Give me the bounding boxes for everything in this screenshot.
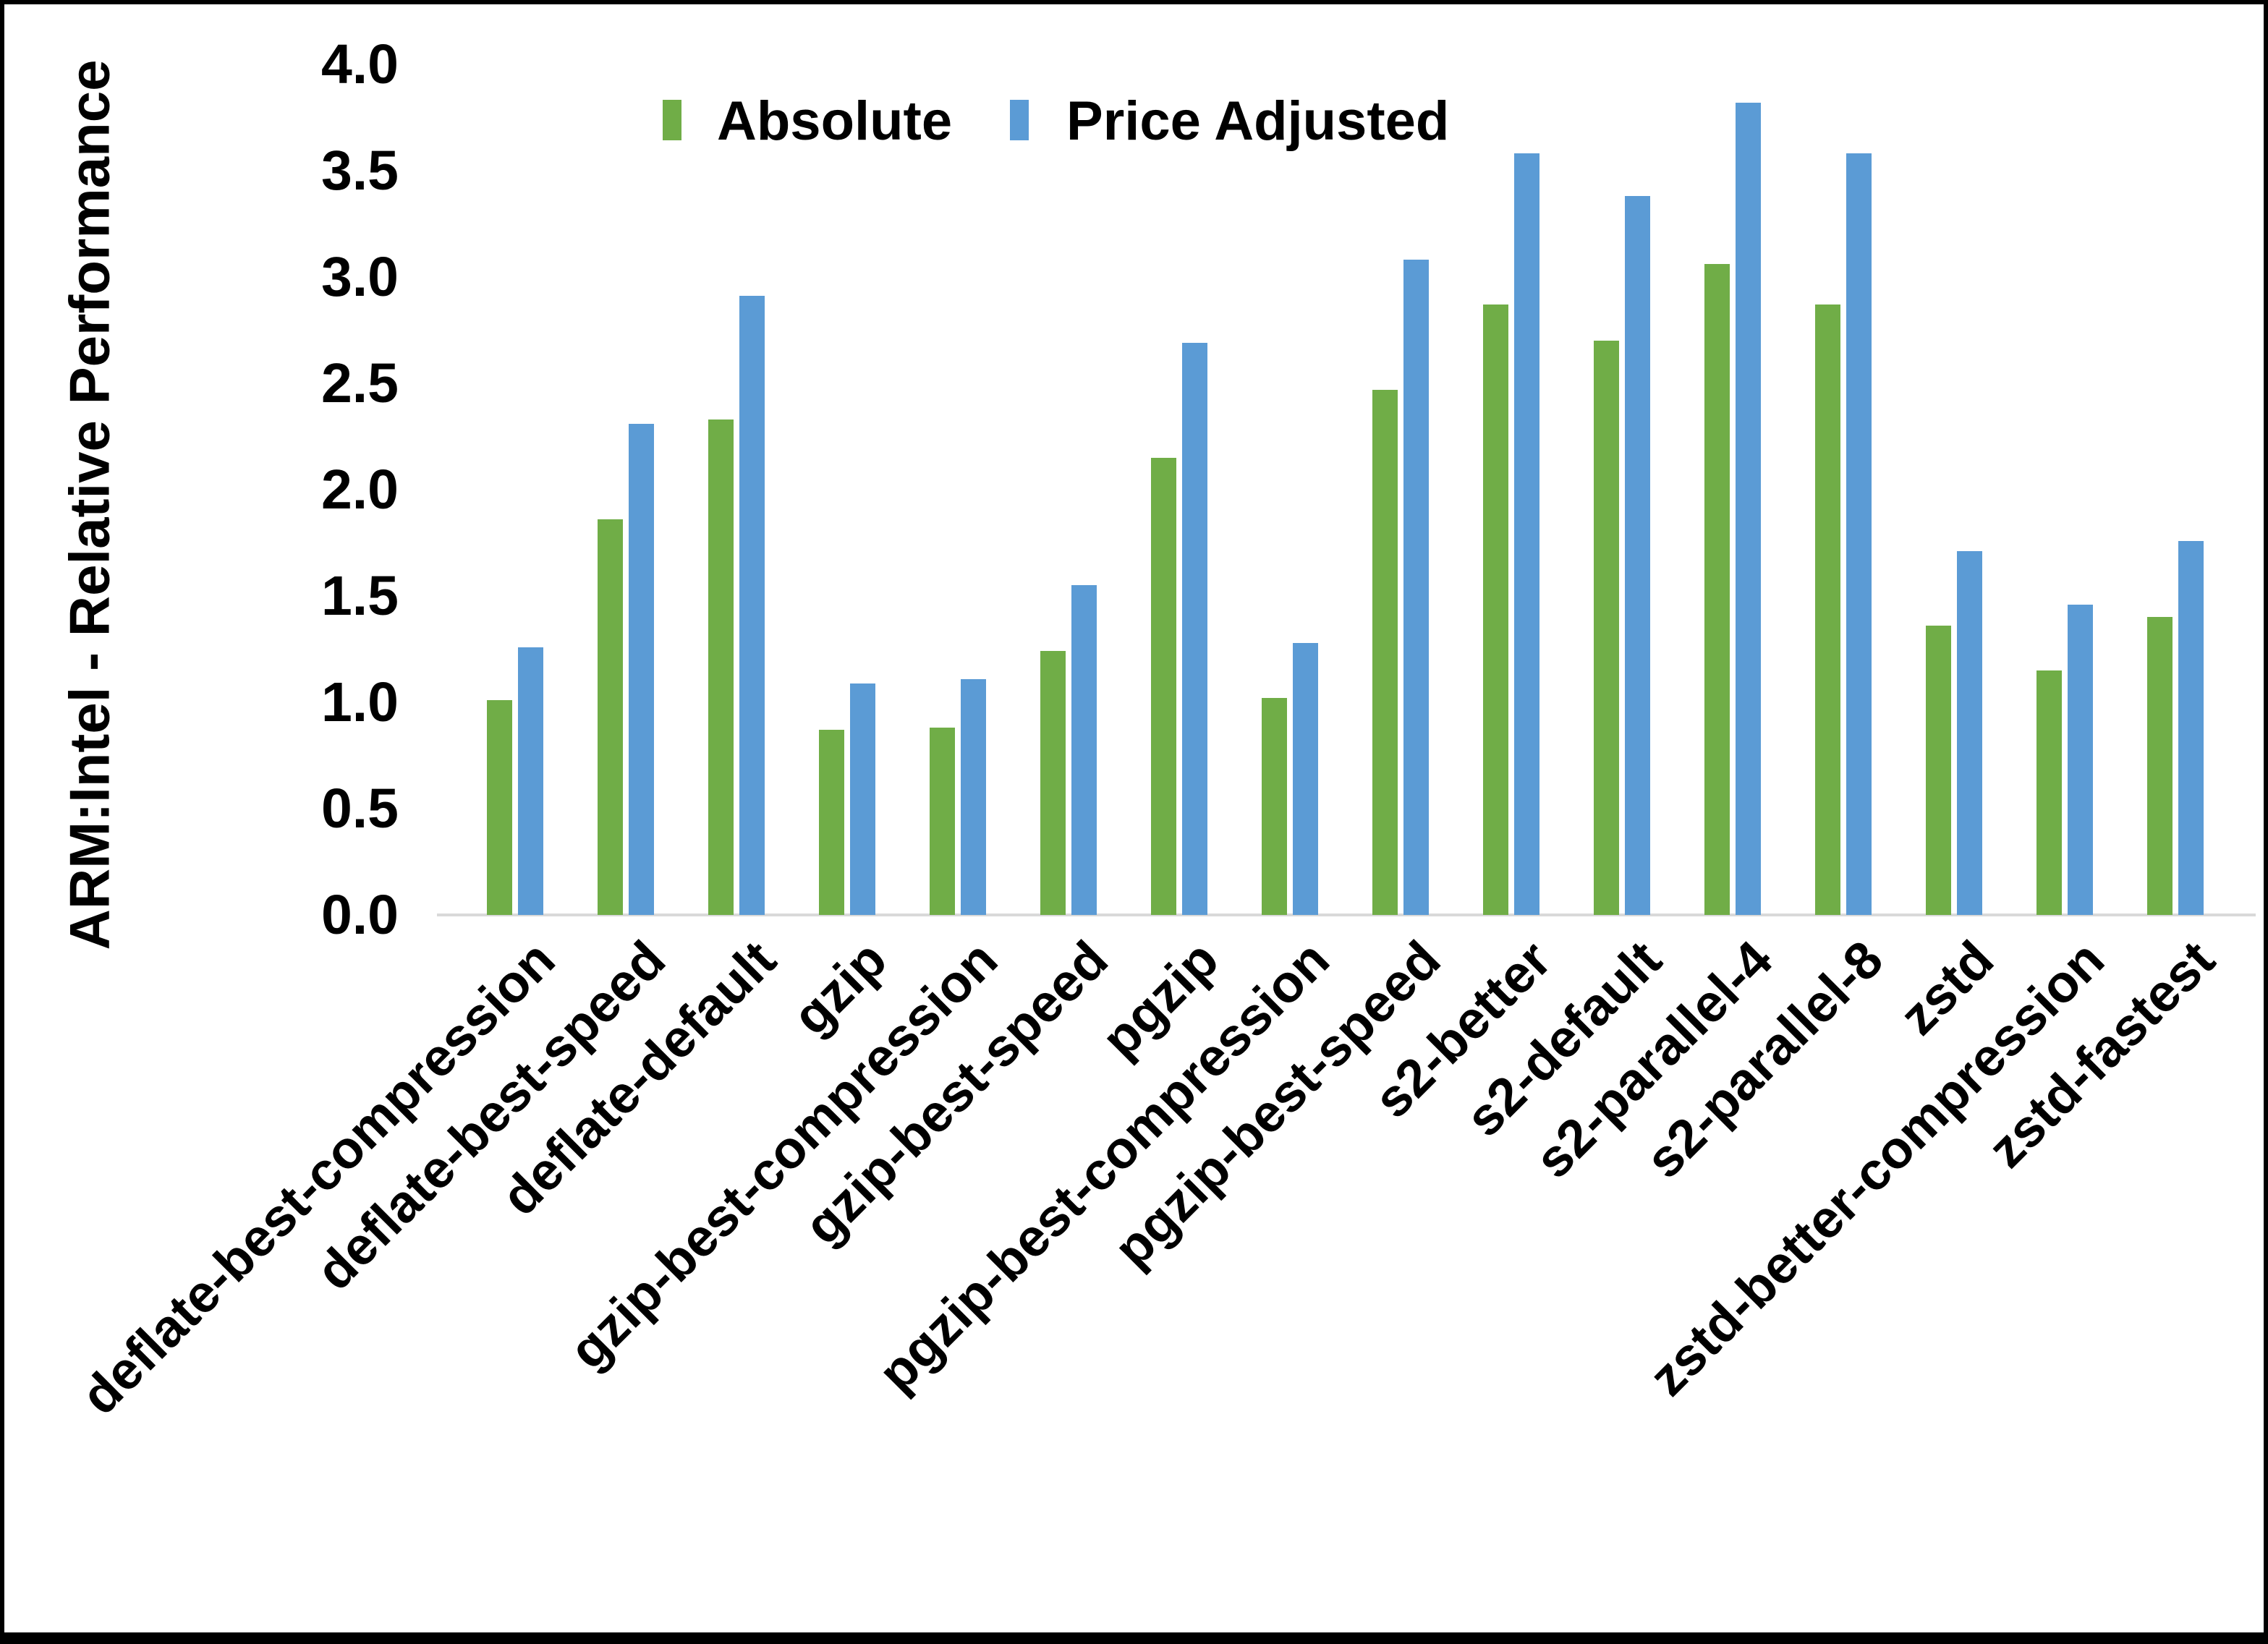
y-tick-label: 1.5 — [320, 565, 399, 627]
legend-label-absolute: Absolute — [717, 90, 953, 152]
y-axis-title: ARM:Intel - Relative Performance — [57, 59, 122, 950]
x-axis-line — [437, 913, 2256, 916]
x-tick-label: deflate-best-compression — [69, 929, 566, 1426]
bar-price-adjusted — [1071, 585, 1097, 915]
bar-price-adjusted — [1403, 260, 1429, 915]
bar-price-adjusted — [1514, 153, 1539, 915]
bar-price-adjusted — [850, 683, 875, 915]
bar-absolute — [1815, 304, 1840, 915]
bar-absolute — [2036, 670, 2062, 915]
bar-price-adjusted — [1846, 153, 1872, 915]
bar-absolute — [708, 419, 734, 915]
legend-label-price-adjusted: Price Adjusted — [1066, 90, 1450, 152]
bar-price-adjusted — [1182, 343, 1207, 915]
bar-absolute — [1151, 458, 1176, 915]
bar-absolute — [598, 519, 623, 915]
bar-price-adjusted — [1293, 643, 1318, 915]
bar-price-adjusted — [1957, 551, 1982, 915]
bar-absolute — [487, 700, 512, 915]
bar-price-adjusted — [2068, 605, 2093, 915]
y-tick-label: 0.5 — [320, 778, 399, 840]
bar-price-adjusted — [518, 647, 543, 915]
bar-absolute — [1704, 264, 1730, 915]
bar-price-adjusted — [1736, 103, 1761, 915]
bar-absolute — [819, 730, 844, 915]
y-tick-label: 3.0 — [320, 246, 399, 308]
bar-absolute — [1483, 304, 1508, 915]
y-tick-label: 2.5 — [320, 352, 399, 414]
bar-price-adjusted — [2178, 541, 2204, 915]
bar-absolute — [1594, 341, 1619, 915]
bar-price-adjusted — [961, 679, 986, 915]
bar-price-adjusted — [629, 424, 654, 915]
bar-absolute — [1372, 390, 1398, 915]
bar-absolute — [1040, 651, 1066, 915]
legend-swatch-absolute-icon — [663, 100, 681, 140]
y-tick-label: 4.0 — [320, 33, 399, 95]
bar-price-adjusted — [739, 296, 765, 915]
bar-absolute — [2147, 617, 2173, 915]
bar-absolute — [930, 728, 955, 915]
y-tick-label: 3.5 — [320, 140, 399, 202]
bar-absolute — [1262, 698, 1287, 915]
bar-price-adjusted — [1625, 196, 1650, 915]
legend-swatch-price-adjusted-icon — [1010, 100, 1029, 140]
y-tick-label: 0.0 — [320, 884, 399, 946]
y-tick-label: 1.0 — [320, 671, 399, 733]
y-tick-label: 2.0 — [320, 459, 399, 521]
bar-absolute — [1926, 626, 1951, 915]
plot-area — [459, 64, 2230, 915]
